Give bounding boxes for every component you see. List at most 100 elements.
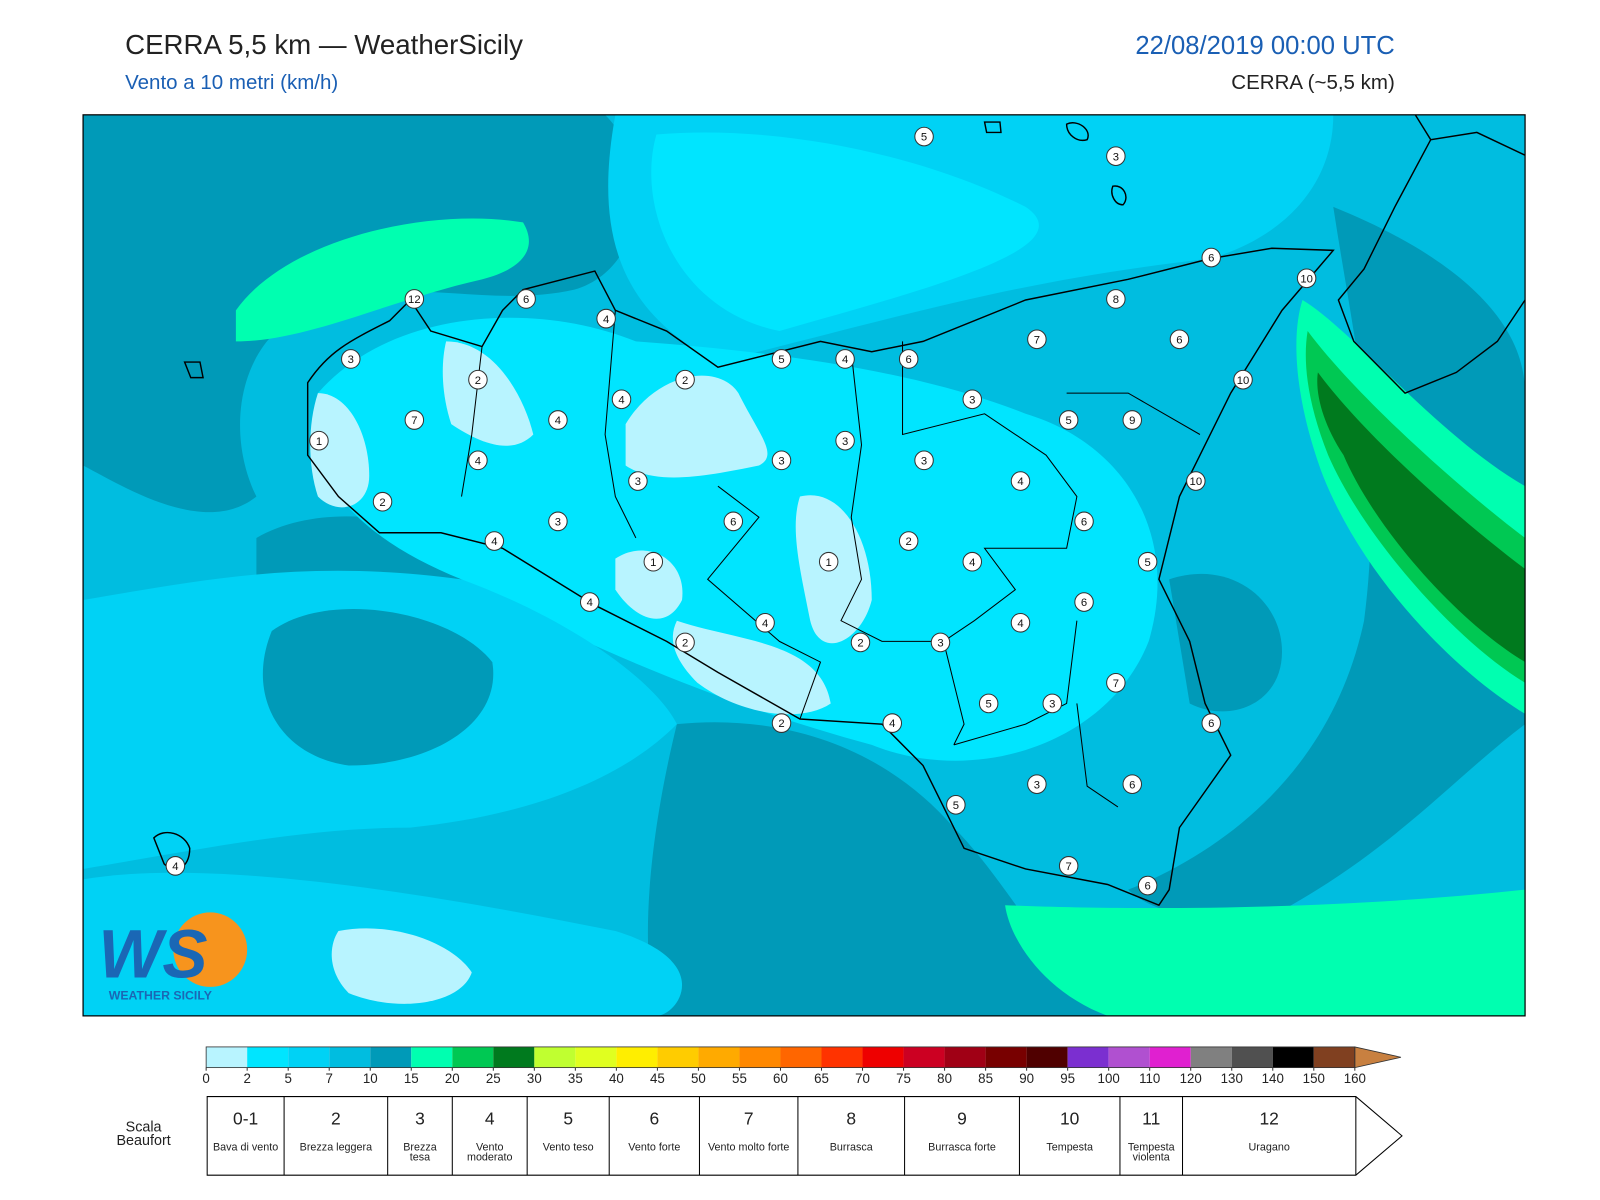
station-value: 4 bbox=[969, 557, 975, 569]
beaufort-class: 8 Burrasca bbox=[798, 1097, 905, 1176]
colorbar-tick-label: 2 bbox=[243, 1071, 250, 1086]
station-value: 2 bbox=[682, 638, 688, 650]
station-marker bbox=[165, 856, 186, 876]
station-value: 4 bbox=[889, 718, 895, 730]
station-value: 9 bbox=[1129, 415, 1135, 427]
colorbar-segment bbox=[657, 1046, 699, 1068]
station-marker bbox=[771, 450, 792, 471]
station-value: 4 bbox=[172, 861, 178, 873]
colorbar-segment bbox=[739, 1046, 781, 1068]
station-marker bbox=[962, 389, 983, 410]
station-marker bbox=[1058, 856, 1079, 876]
colorbar-segment bbox=[616, 1046, 658, 1068]
station-value: 2 bbox=[379, 497, 385, 509]
station-marker bbox=[850, 632, 871, 653]
station-marker bbox=[1058, 410, 1079, 430]
station-value: 6 bbox=[523, 294, 529, 306]
station-marker bbox=[404, 289, 425, 309]
station-value: 3 bbox=[635, 476, 641, 488]
beaufort-force: 9 bbox=[957, 1108, 967, 1129]
station-value: 3 bbox=[348, 354, 354, 366]
station-marker bbox=[1106, 672, 1126, 693]
beaufort-force: 5 bbox=[563, 1108, 574, 1129]
colorbar-segment bbox=[370, 1046, 412, 1068]
colorbar-segment bbox=[944, 1046, 986, 1068]
station-value: 4 bbox=[1017, 476, 1023, 488]
beaufort-force: 7 bbox=[743, 1108, 754, 1129]
station-marker bbox=[1042, 693, 1063, 714]
station-value: 6 bbox=[1081, 516, 1087, 528]
station-value: 3 bbox=[1034, 779, 1040, 791]
station-value: 4 bbox=[491, 536, 497, 548]
beaufort-label: Vento moderato bbox=[466, 1141, 513, 1164]
station-marker bbox=[484, 531, 505, 551]
beaufort-label: Tempesta bbox=[1046, 1141, 1094, 1154]
station-marker bbox=[548, 410, 568, 430]
colorbar-segment bbox=[821, 1046, 863, 1068]
station-marker bbox=[755, 612, 775, 633]
colorbar-segment bbox=[1272, 1046, 1314, 1068]
colorbar-tick-label: 10 bbox=[363, 1071, 378, 1086]
station-marker bbox=[628, 471, 648, 491]
station-marker bbox=[1137, 875, 1158, 896]
logo: WS WEATHER SICILY bbox=[98, 912, 248, 1002]
station-value: 3 bbox=[555, 516, 561, 528]
map-frame bbox=[82, 114, 1526, 1017]
station-value: 10 bbox=[1300, 273, 1313, 285]
station-marker bbox=[675, 369, 695, 390]
station-marker bbox=[611, 389, 632, 410]
station-marker bbox=[1010, 471, 1031, 491]
colorbar-segment bbox=[452, 1046, 494, 1068]
colorbar-tick-label: 60 bbox=[773, 1071, 788, 1086]
station-value: 7 bbox=[411, 415, 417, 427]
beaufort-class: 12 Uragano bbox=[1183, 1097, 1356, 1176]
logo-mark: WS bbox=[98, 916, 207, 992]
station-value: 2 bbox=[475, 375, 481, 387]
station-value: 4 bbox=[1017, 618, 1023, 630]
colorbar-segment bbox=[903, 1046, 945, 1068]
colorbar-segment bbox=[329, 1046, 371, 1068]
beaufort-class: 6 Vento forte bbox=[609, 1097, 699, 1176]
subtitle: Vento a 10 metri (km/h) bbox=[125, 71, 338, 94]
beaufort-title: Scala Beaufort bbox=[116, 1118, 171, 1149]
station-value: 7 bbox=[1113, 678, 1119, 690]
beaufort-force: 4 bbox=[484, 1108, 495, 1129]
station-marker bbox=[835, 349, 855, 369]
station-marker bbox=[1074, 511, 1094, 532]
station-value: 1 bbox=[316, 436, 322, 448]
station-marker bbox=[548, 511, 568, 532]
colorbar-tick-label: 140 bbox=[1262, 1071, 1284, 1086]
station-marker bbox=[1169, 329, 1190, 350]
station-value: 4 bbox=[762, 618, 768, 630]
station-marker bbox=[675, 632, 695, 653]
station-value: 3 bbox=[1049, 699, 1055, 711]
station-marker bbox=[978, 693, 999, 714]
station-marker bbox=[1106, 146, 1126, 167]
colorbar-tick-label: 30 bbox=[527, 1071, 542, 1086]
station-value: 5 bbox=[921, 132, 927, 144]
station-value: 4 bbox=[842, 354, 848, 366]
station-value: 6 bbox=[1176, 334, 1182, 346]
colorbar-tick-label: 0 bbox=[202, 1071, 209, 1086]
beaufort-force: 10 bbox=[1059, 1108, 1080, 1129]
beaufort-label: Uragano bbox=[1248, 1141, 1290, 1154]
station-value: 6 bbox=[1129, 779, 1135, 791]
station-value: 7 bbox=[1066, 861, 1072, 873]
colorbar-tick-label: 100 bbox=[1098, 1071, 1120, 1086]
beaufort-class: 5 Vento teso bbox=[527, 1097, 609, 1176]
logo-text: WEATHER SICILY bbox=[109, 988, 213, 1002]
station-value: 4 bbox=[475, 455, 481, 467]
beaufort-class: 11 Tempesta violenta bbox=[1120, 1097, 1183, 1176]
station-marker bbox=[1122, 410, 1143, 430]
colorbar-tick-label: 110 bbox=[1139, 1071, 1160, 1086]
beaufort-class: 9 Burrasca forte bbox=[905, 1097, 1020, 1176]
colorbar-tick-label: 25 bbox=[486, 1071, 501, 1086]
station-value: 5 bbox=[1066, 415, 1072, 427]
station-marker bbox=[835, 430, 855, 451]
colorbar-tick-label: 20 bbox=[445, 1071, 460, 1086]
station-marker bbox=[1201, 247, 1221, 268]
station-marker bbox=[1296, 268, 1317, 289]
beaufort-force: 0-1 bbox=[233, 1108, 259, 1129]
colorbar-segment bbox=[1026, 1046, 1068, 1068]
beaufort-label: Bava di vento bbox=[212, 1141, 279, 1154]
